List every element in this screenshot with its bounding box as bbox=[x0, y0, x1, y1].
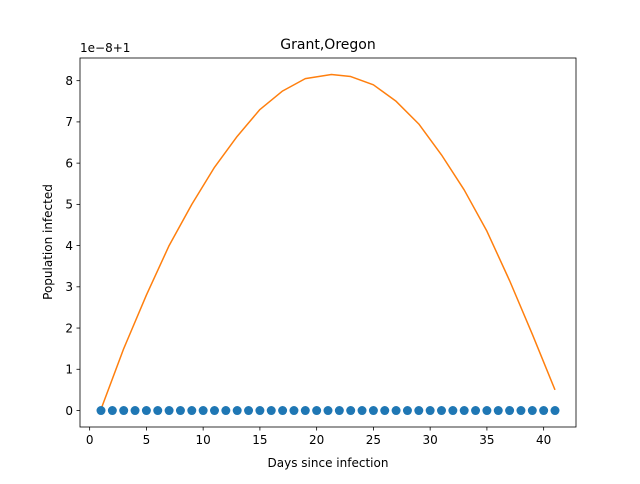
scatter-point bbox=[459, 406, 469, 416]
scatter-point bbox=[198, 406, 208, 416]
scatter-point bbox=[232, 406, 242, 416]
scatter-point bbox=[539, 406, 549, 416]
y-tick-label: 1 bbox=[65, 363, 73, 377]
scatter-point bbox=[175, 406, 185, 416]
x-axis-label: Days since infection bbox=[268, 456, 389, 470]
x-tick-label: 20 bbox=[309, 433, 324, 447]
scatter-point bbox=[402, 406, 412, 416]
scatter-point bbox=[209, 406, 219, 416]
y-axis-label: Population infected bbox=[41, 184, 55, 300]
scatter-point bbox=[425, 406, 435, 416]
scatter-point bbox=[312, 406, 322, 416]
scatter-point bbox=[141, 406, 151, 416]
scatter-point bbox=[164, 406, 174, 416]
y-tick-label: 6 bbox=[65, 156, 73, 170]
y-tick-label: 2 bbox=[65, 321, 73, 335]
scatter-point bbox=[346, 406, 356, 416]
scatter-point bbox=[289, 406, 299, 416]
y-tick-label: 7 bbox=[65, 115, 73, 129]
scatter-point bbox=[153, 406, 163, 416]
y-tick-label: 3 bbox=[65, 280, 73, 294]
x-tick-label: 0 bbox=[86, 433, 94, 447]
scatter-point bbox=[244, 406, 254, 416]
scatter-point bbox=[107, 406, 117, 416]
scatter-point bbox=[278, 406, 288, 416]
scatter-point bbox=[550, 406, 560, 416]
y-tick-label: 5 bbox=[65, 198, 73, 212]
scatter-point bbox=[471, 406, 481, 416]
scatter-point bbox=[368, 406, 378, 416]
scatter-point bbox=[448, 406, 458, 416]
scatter-point bbox=[300, 406, 310, 416]
y-tick-label: 0 bbox=[65, 404, 73, 418]
scatter-point bbox=[255, 406, 265, 416]
scatter-point bbox=[391, 406, 401, 416]
plot-layer: 0 5 10 15 20 25 30 35 40 0 1 2 3 4 5 6 7 8 bbox=[65, 57, 577, 447]
scatter-point bbox=[380, 406, 390, 416]
chart-title: Grant,Oregon bbox=[280, 37, 375, 53]
x-tick-label: 40 bbox=[536, 433, 551, 447]
x-tick-label: 25 bbox=[366, 433, 381, 447]
y-tick-label: 8 bbox=[65, 74, 73, 88]
scatter-point bbox=[266, 406, 276, 416]
x-tick-label: 5 bbox=[143, 433, 151, 447]
scatter-point bbox=[482, 406, 492, 416]
x-tick-label: 10 bbox=[196, 433, 211, 447]
x-tick-label: 15 bbox=[252, 433, 267, 447]
scatter-point bbox=[527, 406, 537, 416]
axes-frame bbox=[79, 57, 577, 428]
scatter-point bbox=[119, 406, 129, 416]
scatter-point bbox=[414, 406, 424, 416]
series-line bbox=[100, 73, 556, 410]
scatter-point bbox=[357, 406, 367, 416]
y-offset-label: 1e−8+1 bbox=[80, 41, 130, 55]
x-tick-label: 35 bbox=[479, 433, 494, 447]
scatter-point bbox=[130, 406, 140, 416]
scatter-point bbox=[221, 406, 231, 416]
scatter-point bbox=[187, 406, 197, 416]
y-tick-label: 4 bbox=[65, 239, 73, 253]
scatter-point bbox=[516, 406, 526, 416]
scatter-point bbox=[323, 406, 333, 416]
scatter-point bbox=[334, 406, 344, 416]
scatter-point bbox=[96, 406, 106, 416]
x-tick-label: 30 bbox=[423, 433, 438, 447]
scatter-point bbox=[493, 406, 503, 416]
scatter-point bbox=[437, 406, 447, 416]
scatter-point bbox=[505, 406, 515, 416]
